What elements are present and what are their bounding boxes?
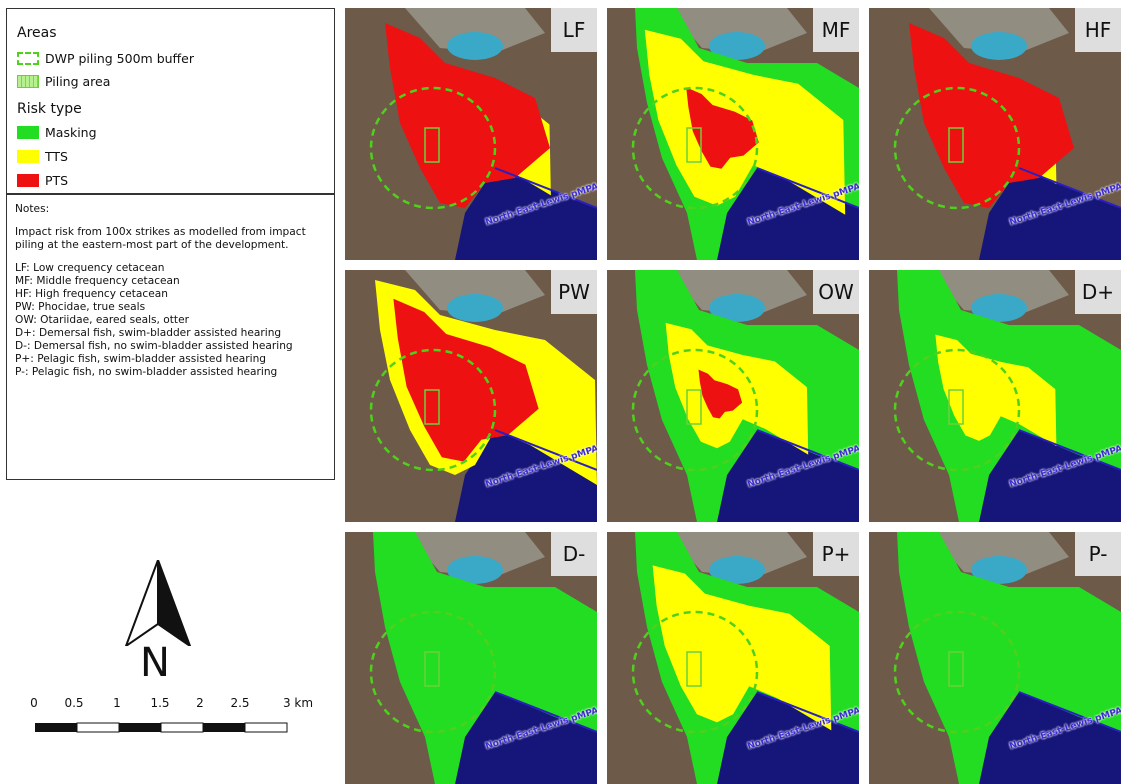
map-image	[869, 270, 1121, 522]
piling-area	[686, 127, 702, 163]
tts-zone	[652, 565, 832, 731]
map-panel-p-minusplus: P+ North-East-Lewis pMPA	[607, 532, 859, 784]
piling-area	[948, 127, 964, 163]
buffer-ring	[893, 610, 1021, 734]
buffer-swatch-icon	[17, 51, 39, 65]
legend-tts-label: TTS	[45, 148, 68, 164]
scale-segment-5	[203, 723, 245, 732]
definition-ow: OW: Otariidae, eared seals, otter	[15, 314, 189, 326]
legend-item-buffer: DWP piling 500m buffer	[17, 50, 194, 66]
buffer-ring	[893, 348, 1021, 472]
map-panel-d-minusplus: D+ North-East-Lewis pMPA	[869, 270, 1121, 522]
tts-swatch-icon	[17, 149, 39, 163]
notes-title: Notes:	[15, 203, 50, 215]
scale-tick-5: 2.5	[230, 696, 250, 710]
panel-label: D+	[1075, 270, 1121, 314]
piling-swatch-icon	[17, 74, 39, 88]
scale-bar: 0 0.5 1 1.5 2 2.5 3 km	[18, 696, 338, 746]
north-arrow-icon	[124, 560, 192, 646]
buffer-ring	[893, 86, 1021, 210]
piling-area	[686, 389, 702, 425]
map-image	[607, 8, 859, 260]
panel-label: P-	[1075, 532, 1121, 576]
notes-definitions: LF: Low crequency cetacean MF: Middle fr…	[15, 262, 326, 379]
legend-item-tts: TTS	[17, 148, 68, 164]
definition-p-minus: P-: Pelagic fish, no swim-bladder assist…	[15, 366, 278, 378]
buffer-ring	[631, 348, 759, 472]
scale-segment-4	[160, 722, 204, 733]
legend-item-piling: Piling area	[17, 73, 110, 89]
definition-d-plus: D+: Demersal fish, swim-bladder assisted…	[15, 327, 282, 339]
north-label: N	[140, 640, 170, 686]
map-panel-d-minus: D- North-East-Lewis pMPA	[345, 532, 597, 784]
masking-zone	[897, 532, 1121, 784]
map-panel-pw: PW North-East-Lewis pMPA	[345, 270, 597, 522]
panel-label: HF	[1075, 8, 1121, 52]
legend-item-masking: Masking	[17, 124, 97, 140]
scale-tick-2: 1	[113, 696, 121, 710]
piling-area	[424, 389, 440, 425]
scale-segment-1	[35, 723, 77, 732]
piling-area	[424, 127, 440, 163]
masking-swatch-icon	[17, 125, 39, 139]
pts-zone	[393, 298, 539, 462]
piling-area	[424, 651, 440, 687]
map-panel-mf: MF North-East-Lewis pMPA	[607, 8, 859, 260]
definition-d-minus: D-: Demersal fish, no swim-bladder assis…	[15, 340, 293, 352]
panel-label: P+	[813, 532, 859, 576]
scale-tick-1: 0.5	[64, 696, 84, 710]
scale-tick-0: 0	[30, 696, 38, 710]
definition-pw: PW: Phocidae, true seals	[15, 301, 146, 313]
legend-areas-title: Areas	[17, 25, 57, 41]
panel-label: PW	[551, 270, 597, 314]
scale-segment-2	[76, 722, 120, 733]
masking-zone	[373, 532, 597, 784]
panel-label: D-	[551, 532, 597, 576]
scale-tick-6: 3 km	[282, 696, 314, 710]
legend-buffer-label: DWP piling 500m buffer	[45, 50, 194, 66]
map-notes: Notes: Impact risk from 100x strikes as …	[6, 194, 335, 480]
definition-p-plus: P+: Pelagic fish, swim-bladder assisted …	[15, 353, 267, 365]
buffer-ring	[369, 86, 497, 210]
definition-lf: LF: Low crequency cetacean	[15, 262, 165, 274]
legend-risk-title: Risk type	[17, 101, 82, 117]
definition-hf: HF: High frequency cetacean	[15, 288, 168, 300]
buffer-ring	[369, 610, 497, 734]
pts-zone	[686, 87, 759, 169]
map-panel-ow: OW North-East-Lewis pMPA	[607, 270, 859, 522]
scale-segment-6	[244, 722, 288, 733]
buffer-ring	[369, 348, 497, 472]
map-legend: Areas DWP piling 500m buffer Piling area…	[6, 8, 335, 194]
scale-tick-4: 2	[196, 696, 204, 710]
buffer-ring	[631, 86, 759, 210]
definition-mf: MF: Middle frequency cetacean	[15, 275, 180, 287]
legend-piling-label: Piling area	[45, 73, 111, 89]
map-panel-p-minus: P- North-East-Lewis pMPA	[869, 532, 1121, 784]
scale-segment-3	[119, 723, 161, 732]
panel-label: MF	[813, 8, 859, 52]
tts-zone	[935, 334, 1057, 447]
notes-description: Impact risk from 100x strikes as modelle…	[15, 226, 306, 251]
panel-label: LF	[551, 8, 597, 52]
legend-masking-label: Masking	[45, 124, 97, 140]
map-image	[345, 532, 597, 784]
piling-area	[948, 389, 964, 425]
map-panel-hf: HF North-East-Lewis pMPA	[869, 8, 1121, 260]
pts-swatch-icon	[17, 173, 39, 187]
piling-area	[686, 651, 702, 687]
buffer-ring	[631, 610, 759, 734]
pts-zone	[698, 369, 743, 419]
map-panel-lf: LF North-East-Lewis pMPA	[345, 8, 597, 260]
legend-pts-label: PTS	[45, 172, 69, 188]
scale-bar-segments	[35, 722, 288, 733]
scale-tick-3: 1.5	[150, 696, 170, 710]
legend-item-pts: PTS	[17, 172, 68, 188]
piling-area	[948, 651, 964, 687]
panel-label: OW	[813, 270, 859, 314]
